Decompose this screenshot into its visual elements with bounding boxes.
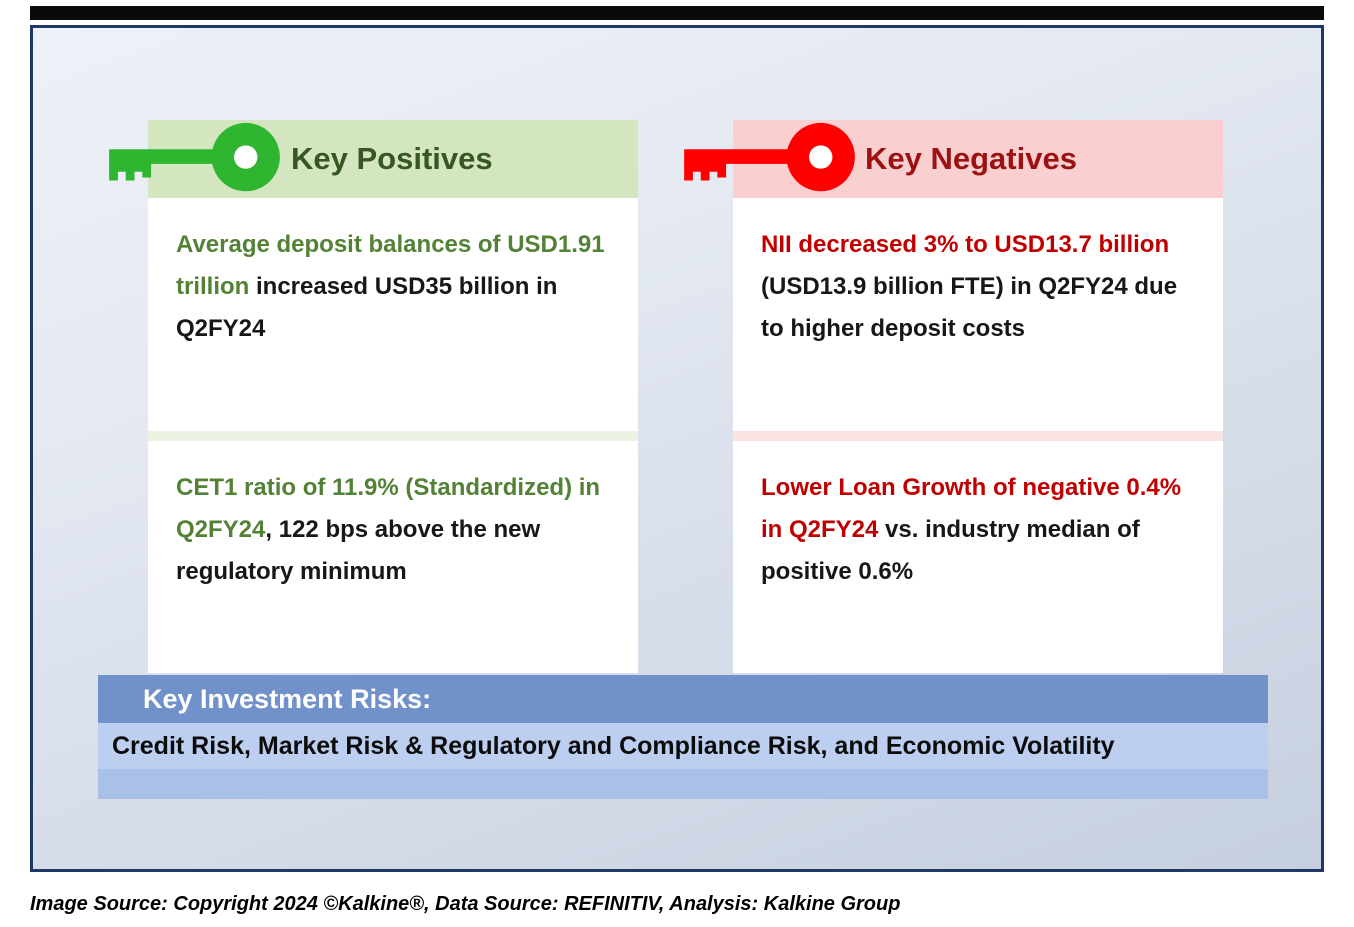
risks-bottom-band — [98, 769, 1268, 799]
top-black-bar — [30, 6, 1324, 20]
footer-caption: Image Source: Copyright 2024 ©Kalkine®, … — [30, 893, 901, 915]
positive-highlight-2: CET1 ratio of 11.9% (Standardized) in Q2… — [176, 474, 601, 543]
negatives-separator — [733, 431, 1223, 441]
positives-separator — [148, 431, 638, 441]
positive-item-text-2: CET1 ratio of 11.9% (Standardized) in Q2… — [176, 467, 612, 593]
risks-title: Key Investment Risks: — [143, 683, 432, 714]
positives-header-banner: Key Positives — [109, 120, 638, 198]
green-key-icon — [109, 122, 280, 192]
risks-banner: Key Investment Risks: Credit Risk, Marke… — [98, 675, 1268, 799]
positives-title: Key Positives — [291, 141, 493, 176]
negatives-header-banner: Key Negatives — [684, 120, 1223, 198]
risks-title-band: Key Investment Risks: — [98, 675, 1268, 723]
negative-item-box-1: NII decreased 3% to USD13.7 billion (USD… — [733, 198, 1223, 431]
positive-item-text-1: Average deposit balances of USD1.91 tril… — [176, 224, 612, 350]
negative-highlight-1: NII decreased 3% to USD13.7 billion — [761, 231, 1170, 258]
negatives-title: Key Negatives — [865, 141, 1077, 176]
negative-item-text-2: Lower Loan Growth of negative 0.4% in Q2… — [761, 467, 1197, 593]
negative-highlight-2: Lower Loan Growth of negative 0.4% in Q2… — [761, 474, 1182, 543]
negative-rest-2: vs. industry median of positive 0.6% — [761, 516, 1140, 585]
positive-rest-2: , 122 bps above the new regulatory minim… — [176, 516, 541, 585]
risks-text-band: Credit Risk, Market Risk & Regulatory an… — [98, 723, 1268, 769]
positive-highlight-1: Average deposit balances of USD1.91 tril… — [176, 231, 605, 300]
content-frame: Key Positives Average deposit balances o… — [30, 25, 1324, 872]
positive-rest-1: increased USD35 billion in Q2FY24 — [176, 273, 558, 342]
red-key-icon — [684, 122, 855, 192]
negative-rest-1: (USD13.9 billion FTE) in Q2FY24 due to h… — [761, 273, 1178, 342]
negative-item-text-1: NII decreased 3% to USD13.7 billion (USD… — [761, 224, 1197, 350]
risks-text: Credit Risk, Market Risk & Regulatory an… — [112, 731, 1115, 760]
positive-item-box-1: Average deposit balances of USD1.91 tril… — [148, 198, 638, 431]
positive-item-box-2: CET1 ratio of 11.9% (Standardized) in Q2… — [148, 441, 638, 673]
negative-item-box-2: Lower Loan Growth of negative 0.4% in Q2… — [733, 441, 1223, 673]
